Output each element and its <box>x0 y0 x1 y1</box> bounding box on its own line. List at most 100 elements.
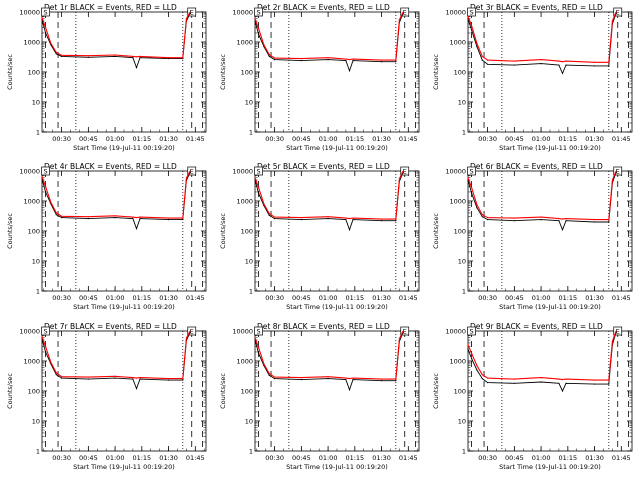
lld-point <box>611 340 614 342</box>
events-point <box>471 29 473 31</box>
x-tick-label: 01:30 <box>159 135 178 143</box>
x-tick-label: 01:45 <box>399 454 418 462</box>
events-point <box>87 56 89 58</box>
y-tick-label: 10 <box>245 258 253 266</box>
start-marker-box <box>41 326 50 336</box>
y-tick-label: 1 <box>249 129 253 137</box>
events-point <box>300 219 302 221</box>
x-tick-label: 00:45 <box>292 294 311 302</box>
y-tick-label: 10000 <box>19 9 40 17</box>
lld-point <box>258 28 260 30</box>
lld-point <box>168 217 170 219</box>
y-tick-label: 10000 <box>232 328 253 336</box>
lld-point <box>352 217 354 219</box>
x-tick-label: 01:15 <box>558 294 577 302</box>
lld-point <box>114 215 116 217</box>
events-point <box>513 382 515 384</box>
lld-point <box>608 379 610 381</box>
events-point <box>476 207 478 209</box>
events-point <box>274 59 276 61</box>
x-tick-label: 01:00 <box>319 135 338 143</box>
x-tick-label: 00:30 <box>265 135 284 143</box>
x-tick-label: 01:00 <box>532 454 551 462</box>
lld-point <box>268 54 270 56</box>
lld-point <box>471 25 473 27</box>
lld-point <box>467 16 469 18</box>
x-tick-label: 01:15 <box>345 135 364 143</box>
x-axis-label: Start Time (19-Jul-11 00:19:20) <box>73 144 175 152</box>
x-tick-label: 00:45 <box>505 294 524 302</box>
detector-panel: Det 4r BLACK = Events, RED = LLD 1 10 100 10… <box>6 162 207 311</box>
panel-title: Det 3r BLACK = Events, RED = LLD <box>470 3 603 12</box>
end-marker-box <box>400 166 410 176</box>
lld-point <box>381 378 383 380</box>
end-marker-box <box>613 326 623 336</box>
events-point <box>381 61 383 63</box>
lld-point <box>268 213 270 215</box>
y-tick-label: 1000 <box>23 39 40 47</box>
start-marker-box <box>254 166 263 176</box>
lld-point <box>41 336 43 338</box>
lld-point <box>300 217 302 219</box>
y-tick-label: 10000 <box>19 328 40 336</box>
start-marker-box <box>467 7 476 17</box>
events-point <box>327 218 329 220</box>
detector-panel: Det 7r BLACK = Events, RED = LLD 1 10 100 10… <box>6 322 207 471</box>
lld-point <box>481 55 483 58</box>
lld-point <box>182 57 184 59</box>
x-tick-label: 01:00 <box>532 135 551 143</box>
x-tick-label: 01:45 <box>186 135 205 143</box>
events-point <box>476 369 478 371</box>
y-tick-label: 1000 <box>236 358 253 366</box>
events-point <box>487 63 489 65</box>
start-marker-box <box>41 7 50 17</box>
panel-title: Det 7r BLACK = Events, RED = LLD <box>44 322 177 331</box>
events-point <box>87 218 89 220</box>
events-point <box>182 219 184 221</box>
lld-point <box>50 201 52 203</box>
lld-point <box>561 218 564 220</box>
events-point <box>327 378 329 380</box>
events-point <box>558 382 560 384</box>
events-point <box>561 229 564 231</box>
events-point <box>565 382 567 384</box>
x-tick-label: 01:30 <box>585 294 604 302</box>
events-point <box>513 64 515 66</box>
events-point <box>258 33 260 35</box>
y-tick-label: 1 <box>36 448 40 456</box>
y-tick-label: 1 <box>462 448 466 456</box>
lld-point <box>476 365 478 367</box>
events-point <box>55 214 57 216</box>
lld-point <box>61 376 63 378</box>
events-point <box>45 32 47 34</box>
events-point <box>327 59 329 61</box>
lld-point <box>381 59 383 61</box>
end-marker: E <box>190 168 194 176</box>
lld-point <box>594 379 596 381</box>
events-point <box>476 46 478 48</box>
events-point <box>182 379 184 381</box>
y-tick-label: 1 <box>36 288 40 296</box>
detector-panel: Det 8r BLACK = Events, RED = LLD 1 10 100 10… <box>219 322 420 471</box>
lld-point <box>395 378 397 380</box>
events-point <box>132 57 134 59</box>
panel-title: Det 8r BLACK = Events, RED = LLD <box>257 322 390 331</box>
lld-point <box>135 377 138 379</box>
y-tick-label: 1000 <box>449 39 466 47</box>
events-series-line <box>41 332 191 390</box>
end-marker: E <box>616 328 620 336</box>
lld-point <box>185 337 187 339</box>
start-marker: S <box>43 9 47 17</box>
events-point <box>594 383 596 385</box>
x-tick-label: 01:45 <box>186 454 205 462</box>
x-tick-label: 01:45 <box>399 135 418 143</box>
y-tick-label: 1 <box>462 288 466 296</box>
lld-series-line <box>41 331 191 380</box>
lld-point <box>611 20 614 22</box>
y-tick-label: 100 <box>28 388 40 396</box>
lld-point <box>135 56 138 58</box>
events-point <box>471 358 473 360</box>
events-point <box>467 348 469 350</box>
detector-panel: Det 5r BLACK = Events, RED = LLD 1 10 100 10… <box>219 162 420 311</box>
events-point <box>348 70 351 72</box>
